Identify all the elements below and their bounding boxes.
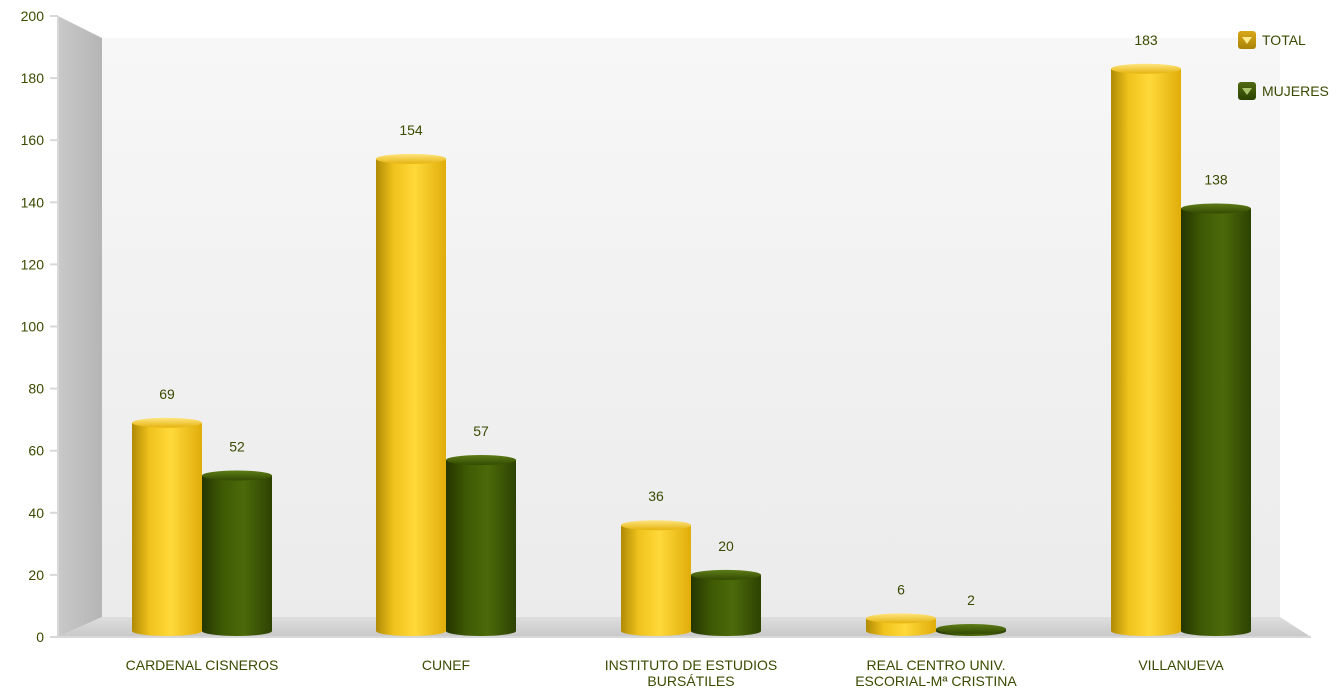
y-tick-label: 140	[21, 194, 45, 210]
legend-label: TOTAL	[1262, 32, 1306, 48]
bar-mujeres-2	[691, 569, 761, 636]
bar-cap	[866, 613, 936, 624]
bar-cap	[621, 520, 691, 531]
legend-label: MUJERES	[1262, 83, 1329, 99]
bar-mujeres-1	[446, 455, 516, 636]
y-tick-label: 20	[28, 567, 44, 583]
bar-mujeres-0	[202, 470, 272, 636]
bar-cap	[202, 470, 272, 481]
bar-mujeres-3	[936, 624, 1006, 636]
legend-item-total: TOTAL	[1238, 31, 1306, 49]
x-category-label: CARDENAL CISNEROS	[126, 657, 279, 673]
bar-total-0	[132, 417, 202, 636]
data-labels: 69 154 36 6 183 52 57 20 2 138	[159, 32, 1228, 608]
data-label-mujeres-2: 20	[718, 538, 734, 554]
legend-swatch-arrow-icon	[1242, 88, 1252, 95]
side-wall	[58, 16, 102, 637]
bar-cap	[446, 455, 516, 466]
legend: TOTAL MUJERES	[1238, 31, 1329, 100]
bar-body	[202, 475, 272, 636]
bars	[132, 63, 1251, 636]
data-label-total-2: 36	[648, 488, 664, 504]
bar-cap	[691, 569, 761, 580]
x-category-label: REAL CENTRO UNIV. ESCORIAL-Mª CRISTINA	[855, 657, 1017, 689]
y-tick-label: 200	[21, 8, 45, 24]
data-label-mujeres-0: 52	[229, 439, 245, 455]
bar-body	[1181, 208, 1251, 636]
bar-cap	[936, 624, 1006, 634]
bar-total-1	[376, 153, 446, 636]
bar-total-2	[621, 520, 691, 636]
y-axis-ticks: 0 20 40 60 80 100 120 140 160 180 200	[21, 8, 58, 645]
y-tick-label: 160	[21, 132, 45, 148]
bar-body	[446, 460, 516, 636]
y-tick-label: 120	[21, 256, 45, 272]
bar-mujeres-4	[1181, 203, 1251, 636]
x-category-label: INSTITUTO DE ESTUDIOS BURSÁTILES	[605, 657, 777, 689]
legend-item-mujeres: MUJERES	[1238, 82, 1329, 100]
data-label-mujeres-4: 138	[1204, 172, 1228, 188]
y-tick-label: 40	[28, 505, 44, 521]
y-tick-label: 60	[28, 443, 44, 459]
data-label-total-0: 69	[159, 386, 175, 402]
bar-body	[621, 525, 691, 636]
data-label-total-1: 154	[399, 122, 423, 138]
x-category-label: CUNEF	[422, 657, 470, 673]
data-label-total-3: 6	[897, 581, 905, 597]
bar-cap	[1111, 63, 1181, 74]
bar-body	[1111, 68, 1181, 636]
data-label-total-4: 183	[1134, 32, 1158, 48]
y-tick-label: 0	[36, 629, 44, 645]
data-label-mujeres-3: 2	[967, 592, 975, 608]
y-tick-label: 180	[21, 70, 45, 86]
y-tick-label: 80	[28, 381, 44, 397]
bar-cap	[132, 417, 202, 428]
bar-total-4	[1111, 63, 1181, 636]
category-labels: CARDENAL CISNEROS CUNEF INSTITUTO DE ESTUD…	[126, 657, 1225, 689]
x-category-label: VILLANUEVA	[1138, 657, 1224, 673]
bar-body	[691, 574, 761, 636]
bar-body	[866, 618, 936, 636]
bar-body	[376, 158, 446, 636]
bar-body	[132, 422, 202, 636]
bar-cap	[376, 153, 446, 164]
data-label-mujeres-1: 57	[473, 423, 489, 439]
legend-swatch-arrow-icon	[1242, 37, 1252, 44]
y-tick-label: 100	[21, 319, 45, 335]
bar-total-3	[866, 613, 936, 636]
bar-cap	[1181, 203, 1251, 214]
